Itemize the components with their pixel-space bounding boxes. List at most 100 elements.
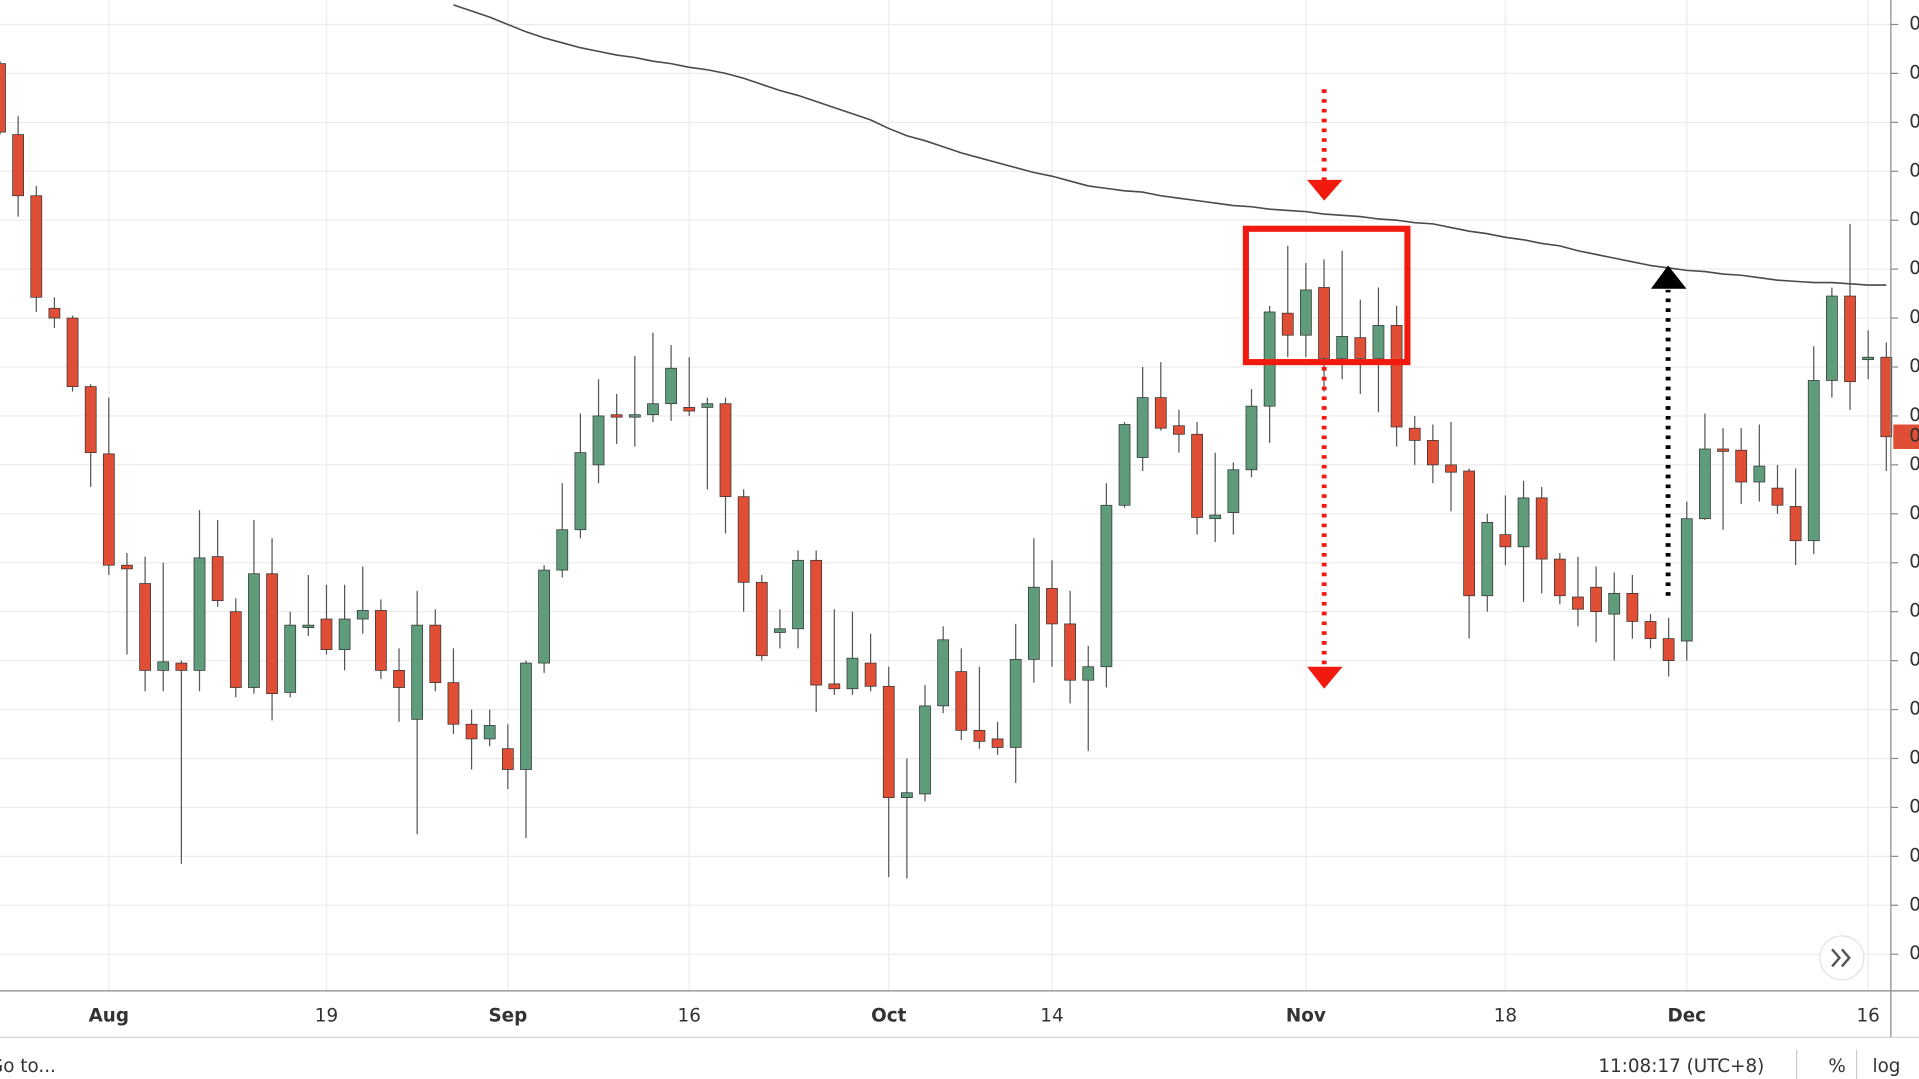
candle-body bbox=[157, 661, 170, 671]
candle-body bbox=[356, 610, 369, 620]
y-tick-label: 0 bbox=[1909, 160, 1919, 181]
candle-body bbox=[1499, 534, 1512, 548]
candle-body bbox=[1735, 449, 1748, 483]
candle-body bbox=[0, 63, 6, 133]
y-tick-label: 0 bbox=[1909, 62, 1919, 83]
candle-body bbox=[846, 657, 859, 690]
x-tick-label: 18 bbox=[1494, 1006, 1517, 1027]
candle-body bbox=[338, 618, 351, 650]
candle-body bbox=[1880, 356, 1893, 438]
candle-body bbox=[1553, 558, 1566, 597]
y-tick-label: 0 bbox=[1909, 650, 1919, 671]
candle-body bbox=[1717, 448, 1729, 452]
candle-body bbox=[864, 662, 877, 687]
candle-body bbox=[1680, 518, 1693, 642]
candle-body bbox=[1789, 506, 1802, 542]
candle-body bbox=[229, 611, 242, 688]
candle-body bbox=[556, 529, 569, 571]
candle-body bbox=[1027, 586, 1040, 660]
candle-body bbox=[1644, 621, 1657, 639]
candle-body bbox=[1517, 497, 1530, 548]
candle-body bbox=[320, 618, 333, 650]
candle-body bbox=[610, 414, 623, 418]
candle-body bbox=[1408, 427, 1421, 441]
candle-body bbox=[1009, 659, 1022, 748]
highlight-box bbox=[1242, 225, 1411, 366]
candle-body bbox=[1753, 465, 1766, 483]
x-tick-label: Dec bbox=[1668, 1006, 1707, 1027]
candle-body bbox=[1336, 336, 1349, 359]
candle-body bbox=[628, 414, 641, 418]
candle-body bbox=[520, 662, 532, 770]
y-tick-label: 0 bbox=[1909, 747, 1919, 768]
candle-body bbox=[447, 682, 460, 725]
candle-body bbox=[12, 134, 25, 197]
moving-average bbox=[453, 4, 1887, 286]
clock: 11:08:17 (UTC+8) bbox=[1598, 1056, 1764, 1077]
candle-body bbox=[647, 403, 659, 416]
candle-body bbox=[1463, 470, 1476, 597]
candle-body bbox=[375, 610, 387, 671]
candle-body bbox=[1372, 325, 1385, 359]
axes: 00000000000000000000Aug19Sep16Oct14Nov18… bbox=[89, 13, 1919, 1027]
y-tick-label: 0 bbox=[1909, 894, 1919, 915]
candle-body bbox=[1590, 586, 1602, 613]
y-tick-label: 0 bbox=[1909, 111, 1919, 132]
last-price-label: 0 bbox=[1909, 426, 1919, 447]
candle-body bbox=[737, 496, 750, 583]
annotations bbox=[1242, 89, 1687, 689]
candle-body bbox=[1445, 464, 1457, 473]
candle-body bbox=[1535, 497, 1548, 560]
candle-body bbox=[1064, 623, 1076, 681]
y-tick-label: 0 bbox=[1909, 209, 1919, 230]
x-tick-label: Sep bbox=[488, 1006, 527, 1027]
goto-button[interactable]: Go to... bbox=[0, 1056, 56, 1077]
candle-body bbox=[393, 670, 405, 688]
candle-body bbox=[1100, 504, 1113, 668]
candle-body bbox=[810, 559, 823, 686]
candle-body bbox=[1136, 397, 1149, 458]
candle-body bbox=[538, 569, 550, 664]
candle-body bbox=[284, 624, 297, 693]
candle-body bbox=[1245, 405, 1258, 471]
candle-body bbox=[1300, 289, 1312, 336]
candle-body bbox=[1626, 592, 1639, 622]
candle-body bbox=[465, 723, 478, 740]
candle-body bbox=[1082, 666, 1095, 681]
candle-body bbox=[30, 195, 43, 298]
candle-body bbox=[919, 705, 931, 795]
candle-body bbox=[483, 725, 496, 740]
scroll-icon bbox=[1831, 948, 1851, 968]
candle-body bbox=[900, 792, 913, 798]
y-tick-label: 0 bbox=[1909, 405, 1919, 426]
log-button[interactable]: log bbox=[1872, 1056, 1900, 1077]
candle-body bbox=[1046, 588, 1058, 625]
candle-body bbox=[665, 367, 677, 405]
scroll-button[interactable] bbox=[1819, 935, 1865, 981]
percent-button[interactable]: % bbox=[1828, 1056, 1845, 1077]
candle-body bbox=[1281, 312, 1294, 336]
candle-body bbox=[828, 683, 841, 690]
candle-body bbox=[774, 628, 786, 633]
candle-body bbox=[302, 624, 315, 628]
x-tick-label: 19 bbox=[315, 1006, 338, 1027]
x-tick-label: 14 bbox=[1040, 1006, 1063, 1027]
arrow-head bbox=[1307, 666, 1343, 689]
candle-body bbox=[719, 403, 732, 498]
x-tick-label: 16 bbox=[678, 1006, 701, 1027]
arrow-head bbox=[1650, 265, 1687, 289]
y-tick-label: 0 bbox=[1909, 356, 1919, 377]
y-tick-label: 0 bbox=[1909, 796, 1919, 817]
candle-body bbox=[1191, 433, 1203, 518]
x-tick-label: Nov bbox=[1286, 1006, 1326, 1027]
candle-body bbox=[248, 573, 260, 688]
candle-body bbox=[175, 662, 188, 671]
candle-body bbox=[701, 403, 714, 408]
y-tick-label: 0 bbox=[1909, 552, 1919, 573]
candle-body bbox=[1426, 440, 1439, 466]
candle-body bbox=[1662, 638, 1675, 661]
x-tick-label: 16 bbox=[1856, 1006, 1879, 1027]
candle-body bbox=[937, 639, 950, 707]
candle-body bbox=[501, 748, 514, 770]
